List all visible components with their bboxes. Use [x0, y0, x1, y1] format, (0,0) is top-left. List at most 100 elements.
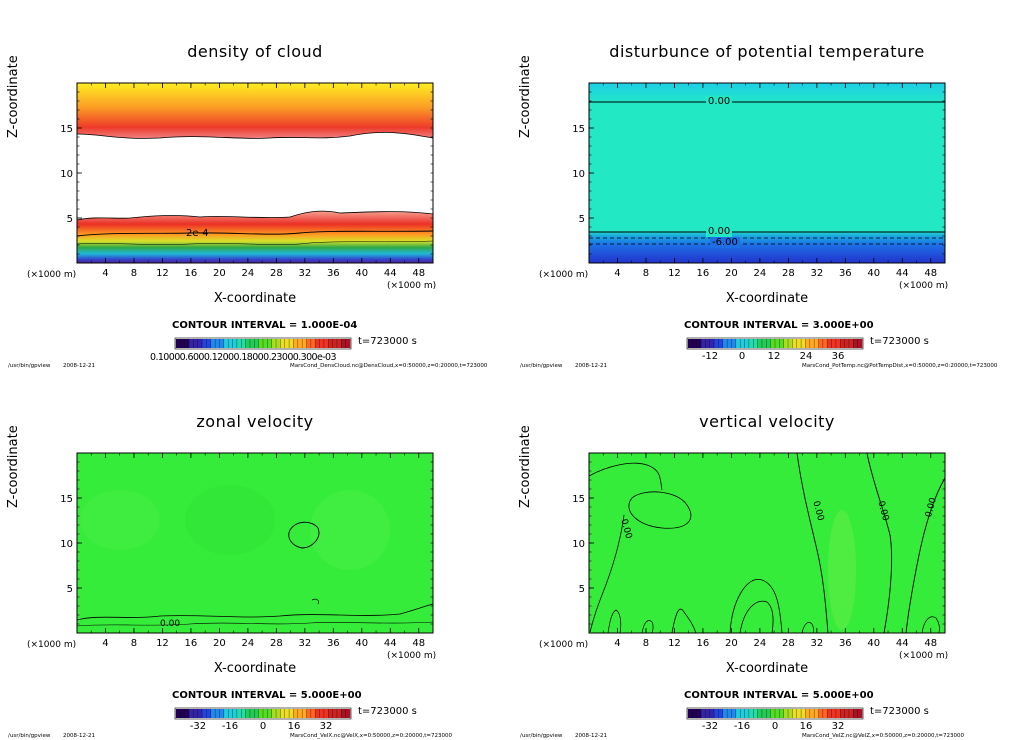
y-axis-label: Z-coordinate	[518, 55, 533, 138]
field-layer	[76, 83, 434, 263]
colorbar-segment	[323, 339, 329, 348]
y-tick-label: 5	[67, 584, 73, 595]
contour-interval: CONTOUR INTERVAL = 1.000E-04	[172, 320, 358, 331]
colorbar-segment	[735, 339, 741, 348]
chart-title: vertical velocity	[699, 412, 835, 431]
colorbar-segment	[857, 339, 863, 348]
colorbar-segment	[718, 709, 724, 718]
colorbar-segment	[766, 709, 771, 718]
colorbar-segment	[219, 709, 225, 718]
x-tick-label: 48	[924, 268, 937, 279]
colorbar-segment	[293, 709, 299, 718]
x-axis-label: X-coordinate	[725, 661, 809, 676]
field-layer	[76, 453, 434, 633]
x-tick-label: 44	[384, 638, 397, 649]
colorbar-segment	[779, 339, 784, 348]
date-label: 2008-12-21	[575, 733, 607, 739]
y-ticks: 5 10 15	[572, 461, 945, 625]
colorbar-segment	[328, 339, 333, 348]
x-tick-label: 4	[102, 638, 108, 649]
colorbar-tick: 36	[831, 351, 845, 362]
colorbar-segment	[271, 339, 277, 348]
colorbar-segment	[814, 709, 819, 718]
colorbar-segment	[740, 339, 745, 348]
x-tick-label: 44	[896, 638, 909, 649]
contour-label: -6.00	[710, 237, 740, 248]
colorbar-segment	[176, 709, 181, 718]
colorbar-segment	[293, 339, 299, 348]
colorbar-segment	[844, 339, 850, 348]
colorbar-segment	[236, 709, 242, 718]
x-tick-label: 44	[896, 268, 909, 279]
colorbar	[174, 707, 352, 720]
x-tick-label: 48	[924, 638, 937, 649]
x-tick-label: 12	[668, 268, 681, 279]
colorbar-segment	[831, 339, 837, 348]
colorbar-segment	[827, 339, 832, 348]
colorbar-tick: -32	[189, 721, 207, 732]
colorbar-segment	[714, 339, 719, 348]
colorbar-segment	[809, 339, 815, 348]
colorbar-segment	[709, 709, 715, 718]
y-tick-label: 15	[572, 124, 585, 135]
colorbar-segment	[827, 709, 832, 718]
x-tick-label: 4	[102, 268, 108, 279]
colorbar-segment	[692, 709, 697, 718]
colorbar-segment	[323, 709, 329, 718]
x-tick-label: 20	[725, 268, 738, 279]
y-tick-label: 15	[572, 494, 585, 505]
colorbar	[686, 707, 864, 720]
x-tick-label: 40	[355, 638, 368, 649]
colorbar-segment	[783, 339, 789, 348]
x-tick-label: 24	[754, 268, 767, 279]
colorbar-segment	[223, 709, 229, 718]
colorbar-segment	[249, 709, 255, 718]
colorbar-segment	[236, 339, 242, 348]
panel-vertical-velocity: vertical velocity 4 8 12 16 20 24 28 32 36 40 44 48…	[512, 370, 1024, 740]
colorbar-segment	[315, 339, 320, 348]
colorbar-segment	[840, 339, 845, 348]
program-path: /usr/bin/gpview	[520, 733, 563, 739]
colorbar-ticks: -32 -16 0 16 32	[150, 721, 410, 733]
x-unit-right: (×1000 m)	[899, 281, 949, 291]
y-axis-label: Z-coordinate	[6, 55, 21, 138]
colorbar-segment	[801, 339, 806, 348]
colorbar-segment	[796, 339, 802, 348]
x-axis-label: X-coordinate	[213, 291, 297, 306]
panel-density-of-cloud: density of cloud	[0, 0, 512, 370]
y-tick-label: 10	[572, 169, 585, 180]
colorbar-segment	[770, 709, 776, 718]
colorbar-segment	[748, 709, 754, 718]
colorbar	[174, 337, 352, 350]
colorbar-segment	[757, 339, 763, 348]
colorbar-segment	[783, 709, 789, 718]
colorbar-tick: 32	[831, 721, 845, 732]
colorbar-tick: -32	[701, 721, 719, 732]
colorbar-segment	[792, 709, 798, 718]
colorbar-segment	[705, 339, 711, 348]
colorbar-tick: 0	[259, 721, 267, 732]
x-tick-label: 36	[839, 268, 852, 279]
y-tick-label: 5	[67, 214, 73, 225]
colorbar-segment	[814, 339, 819, 348]
colorbar-segment	[692, 339, 697, 348]
x-tick-label: 12	[156, 638, 169, 649]
colorbar-segment	[822, 339, 828, 348]
x-tick-label: 4	[614, 268, 620, 279]
colorbar-segment	[336, 339, 342, 348]
colorbar-segment	[245, 339, 251, 348]
colorbar-segment	[219, 339, 225, 348]
colorbar-segment	[779, 709, 784, 718]
colorbar-segment	[341, 709, 346, 718]
colorbar-segment	[245, 709, 251, 718]
colorbar-segment	[319, 709, 325, 718]
colorbar-segment	[688, 709, 693, 718]
y-tick-label: 15	[60, 494, 73, 505]
colorbar-segment	[232, 339, 238, 348]
colorbar-segment	[284, 709, 290, 718]
y-ticks: 5 10 15	[60, 461, 433, 625]
colorbar-segment	[848, 339, 854, 348]
